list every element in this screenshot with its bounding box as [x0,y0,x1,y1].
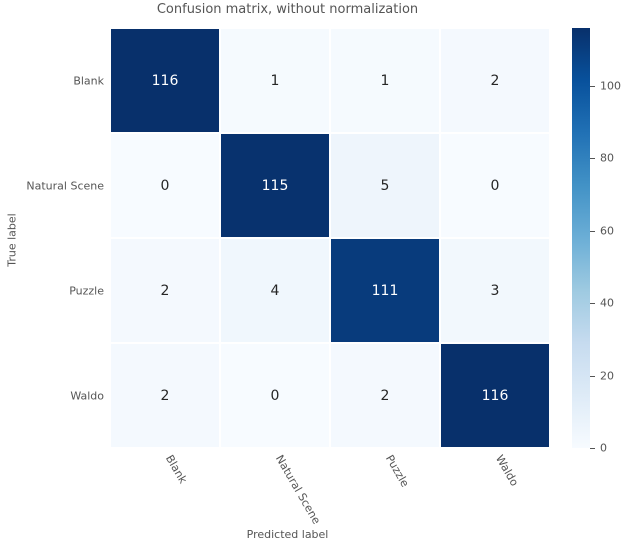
colorbar-tick-mark [590,86,595,87]
heatmap-cell: 116 [110,28,220,133]
heatmap-cell: 2 [330,343,440,448]
heatmap-grid: 116112011550241113202116 [110,28,550,448]
confusion-matrix-figure: Confusion matrix, without normalization … [0,0,640,545]
heatmap-cell: 2 [110,238,220,343]
colorbar-tick-label: 100 [600,79,621,92]
x-tick-label: Natural Scene [273,453,323,527]
heatmap-cell: 115 [220,133,330,238]
heatmap-cell: 111 [330,238,440,343]
y-tick-label: Blank [73,74,104,87]
colorbar-tick-mark [590,231,595,232]
heatmap-cell: 1 [220,28,330,133]
x-axis-label: Predicted label [0,528,575,541]
x-tick-label: Waldo [493,453,521,489]
y-axis-label: True label [6,213,19,266]
colorbar [572,28,590,448]
colorbar-tick-label: 80 [600,152,614,165]
heatmap-cell: 4 [220,238,330,343]
colorbar-tick-label: 60 [600,224,614,237]
x-tick-label: Blank [163,453,190,486]
heatmap-cell: 2 [440,28,550,133]
colorbar-tick-label: 40 [600,297,614,310]
heatmap-cell: 2 [110,343,220,448]
heatmap-cell: 5 [330,133,440,238]
colorbar-tick-label: 20 [600,369,614,382]
y-tick-label: Puzzle [69,284,104,297]
heatmap-cell: 0 [220,343,330,448]
colorbar-tick-mark [590,448,595,449]
heatmap-cell: 0 [440,133,550,238]
colorbar-tick-label: 0 [600,442,607,455]
colorbar-tick-mark [590,376,595,377]
colorbar-tick-mark [590,303,595,304]
heatmap-cell: 3 [440,238,550,343]
y-tick-label: Waldo [70,389,104,402]
colorbar-tick-mark [590,158,595,159]
heatmap-cell: 116 [440,343,550,448]
y-tick-label: Natural Scene [26,179,104,192]
chart-title: Confusion matrix, without normalization [0,2,575,17]
x-tick-label: Puzzle [383,453,412,490]
heatmap-cell: 1 [330,28,440,133]
heatmap-cell: 0 [110,133,220,238]
